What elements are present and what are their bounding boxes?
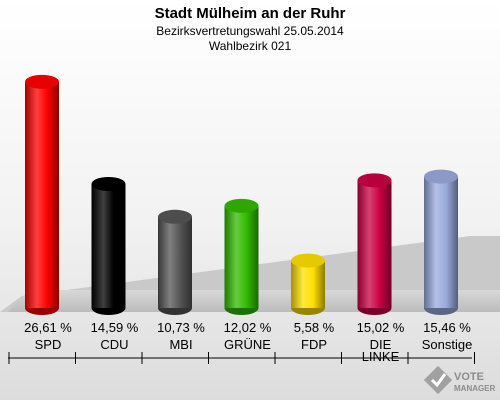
bar-die-linke xyxy=(357,173,392,315)
bar-body xyxy=(91,183,126,308)
bar-body xyxy=(25,81,59,308)
value-label: 10,73 % xyxy=(157,320,205,335)
bar-body xyxy=(424,176,458,308)
chart-title: Stadt Mülheim an der Ruhr xyxy=(155,5,346,22)
bar-top-cap xyxy=(357,173,392,188)
x-axis xyxy=(8,352,475,364)
bar-sonstige xyxy=(424,169,458,315)
category-label: FDP xyxy=(301,337,327,352)
bar-body xyxy=(158,216,192,308)
bar-top-cap xyxy=(224,198,259,213)
value-label: 15,46 % xyxy=(423,320,471,335)
value-label: 15,02 % xyxy=(357,320,405,335)
bar-top-cap xyxy=(291,253,325,268)
category-label: CDU xyxy=(100,337,128,352)
bar-cdu xyxy=(91,176,126,315)
bar-body xyxy=(224,205,259,308)
bar-body xyxy=(291,260,325,308)
category-label: GRÜNE xyxy=(224,337,271,352)
bar-fdp xyxy=(291,253,325,315)
value-label: 14,59 % xyxy=(91,320,139,335)
vote-manager-logo-line1: VOTE xyxy=(454,371,484,383)
chart-subtitle-2: Wahlbezirk 021 xyxy=(209,39,292,53)
bar-mbi xyxy=(158,209,192,315)
chart-subtitle: Bezirksvertretungswahl 25.05.2014 xyxy=(156,24,344,38)
category-label: MBI xyxy=(169,337,192,352)
bar-top-cap xyxy=(424,169,458,184)
category-label: Sonstige xyxy=(422,337,473,352)
value-label: 5,58 % xyxy=(294,320,335,335)
bar-top-cap xyxy=(91,176,126,191)
category-label: SPD xyxy=(35,337,62,352)
bar-spd xyxy=(25,74,59,315)
bar-top-cap xyxy=(158,209,192,224)
bar-body xyxy=(357,180,392,308)
category-label: DIE xyxy=(370,337,392,352)
value-label: 12,02 % xyxy=(224,320,272,335)
category-label: LINKE xyxy=(362,349,400,364)
bar-grüne xyxy=(224,198,259,315)
vote-manager-logo-line2: MANAGER xyxy=(454,384,496,393)
bar-top-cap xyxy=(25,74,59,89)
value-label: 26,61 % xyxy=(24,320,72,335)
